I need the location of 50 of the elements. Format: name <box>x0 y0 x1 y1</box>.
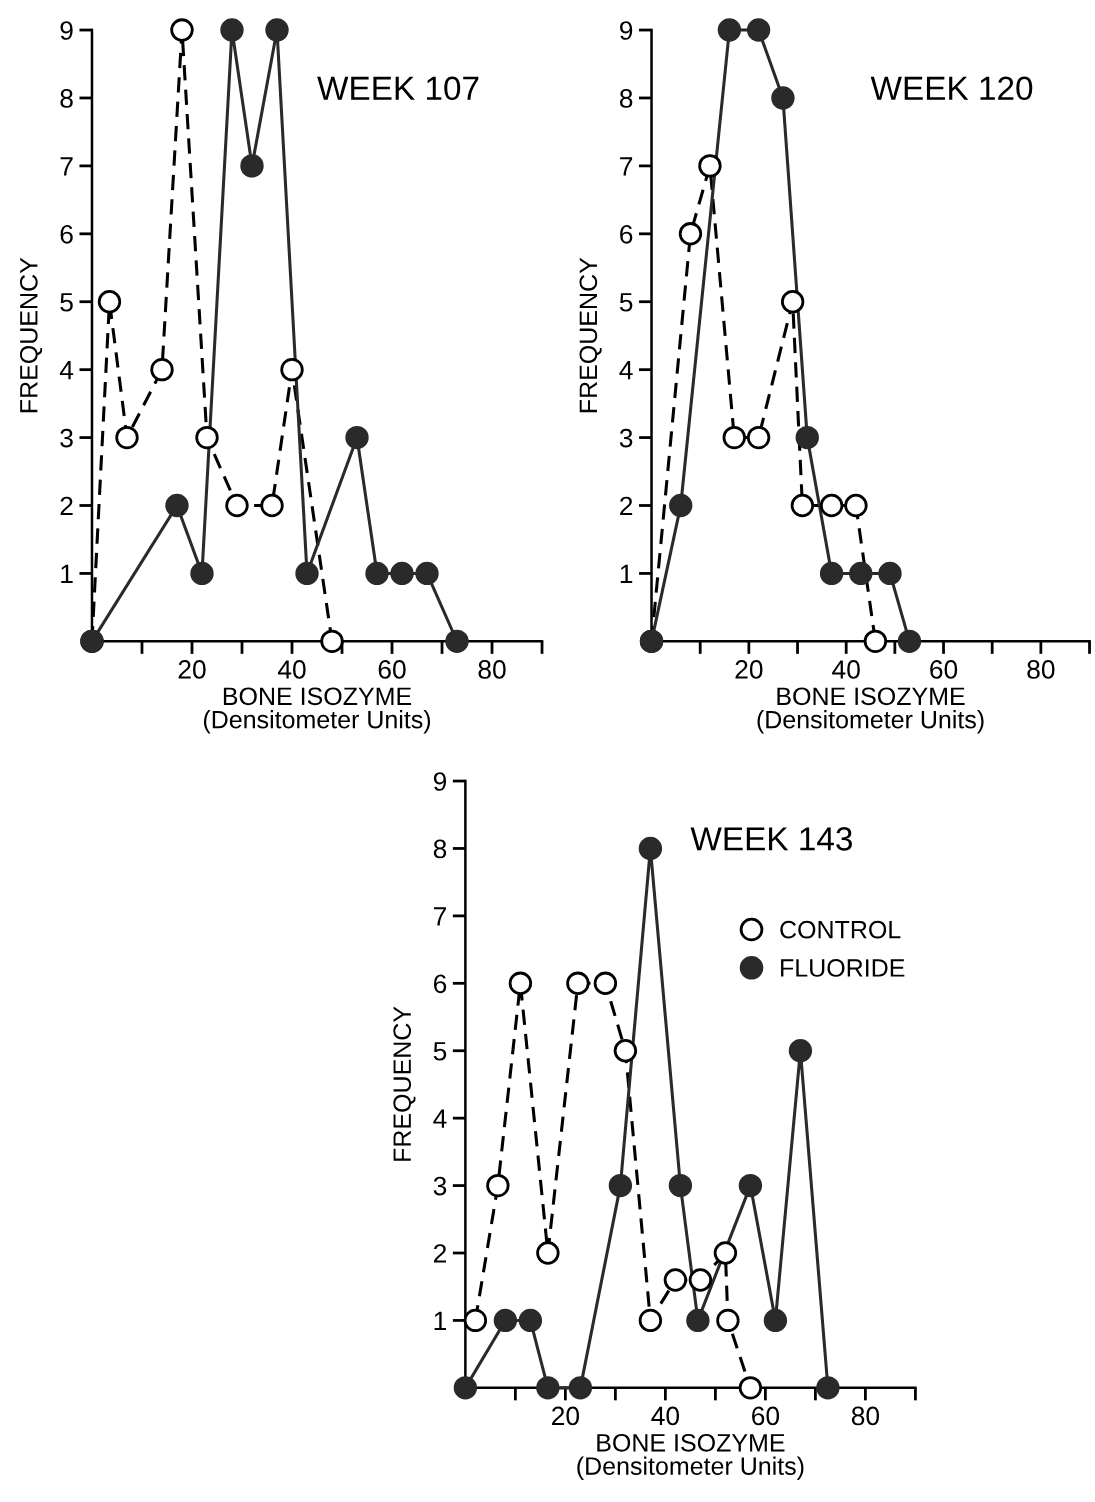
x-tick-label: 20 <box>178 660 206 679</box>
y-tick-label: 2 <box>433 1244 446 1263</box>
y-tick-label: 7 <box>434 907 446 926</box>
legend-label: CONTROL <box>780 920 901 939</box>
y-tick-label: 1 <box>61 564 73 583</box>
y-tick-label: 5 <box>60 293 73 312</box>
y-tick-label: 2 <box>60 496 73 516</box>
x-tick-label: 40 <box>832 660 860 679</box>
y-tick-label: 6 <box>433 974 447 994</box>
y-tick-label: 5 <box>433 1042 447 1061</box>
y-axis-title: FREQUENCY <box>393 1006 416 1161</box>
x-tick-label: 80 <box>851 1406 880 1426</box>
x-tick-label: 40 <box>651 1406 680 1426</box>
y-axis-title: FREQUENCY <box>19 257 43 413</box>
y-tick-label: 4 <box>619 361 633 380</box>
x-tick-label: 80 <box>478 660 506 679</box>
y-tick-label: 1 <box>434 1311 447 1330</box>
y-tick-label: 4 <box>59 361 74 380</box>
x-tick-label: 60 <box>378 660 406 679</box>
text: WEEK 120 <box>870 76 1033 101</box>
y-tick-label: 1 <box>620 564 633 583</box>
y-tick-label: 9 <box>433 772 447 791</box>
y-tick-label: 3 <box>60 428 73 448</box>
y-tick-label: 9 <box>620 21 633 40</box>
text: WEEK 107 <box>317 76 479 101</box>
y-tick-label: 8 <box>60 89 73 108</box>
y-tick-label: 3 <box>619 428 633 448</box>
x-axis-title: BONE ISOZYME (Densitometer Units) <box>577 1433 804 1480</box>
y-tick-label: 8 <box>433 839 447 859</box>
text: WEEK 143 <box>690 827 852 851</box>
y-tick-label: 6 <box>60 224 73 244</box>
y-tick-label: 3 <box>433 1176 447 1196</box>
y-tick-label: 9 <box>60 21 73 40</box>
x-tick-label: 20 <box>735 660 763 679</box>
legend-label: FLUORIDE <box>781 959 905 977</box>
x-axis-title: BONE ISOZYME (Densitometer Units) <box>203 687 431 734</box>
y-tick-label: 8 <box>619 89 633 108</box>
x-tick-label: 60 <box>752 1406 780 1426</box>
x-tick-label: 80 <box>1027 660 1055 679</box>
x-tick-label: 60 <box>930 660 958 679</box>
y-tick-label: 2 <box>620 496 633 516</box>
x-axis-title: BONE ISOZYME (Densitometer Units) <box>757 687 984 734</box>
x-tick-label: 40 <box>277 660 306 679</box>
y-axis-title: FREQUENCY <box>579 257 602 413</box>
y-tick-label: 7 <box>620 157 633 176</box>
y-tick-label: 5 <box>619 293 633 312</box>
x-tick-label: 20 <box>552 1406 580 1426</box>
y-tick-label: 6 <box>620 224 633 244</box>
y-tick-label: 4 <box>433 1109 447 1128</box>
y-tick-label: 7 <box>60 157 73 176</box>
